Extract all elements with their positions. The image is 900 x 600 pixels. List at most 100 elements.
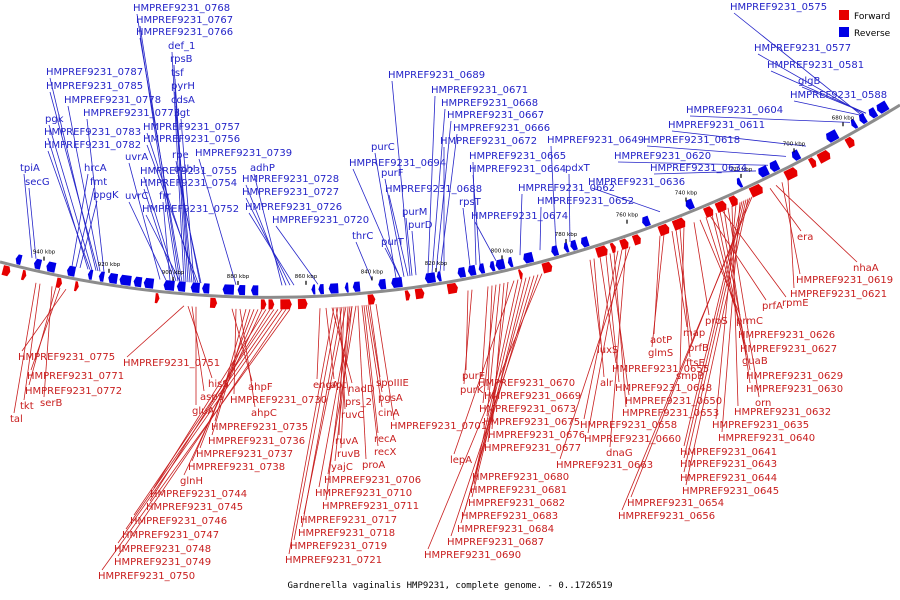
reverse-gene-label: HMPREF9231_0773 [83,108,180,119]
legend-reverse-label: Reverse [854,29,891,39]
scale-tick-label: 920 kbp [98,262,121,268]
forward-gene-arrow [154,293,160,304]
reverse-gene-label: HMPREF9231_0611 [668,120,765,131]
reverse-gene-label: HMPREF9231_0652 [537,196,634,207]
reverse-gene-arrow [551,245,560,257]
forward-gene-label: nadD [348,384,375,395]
forward-gene-label: HMPREF9231_0680 [472,472,569,483]
reverse-gene-label: rpsB [170,54,193,65]
reverse-gene-arrow [318,284,324,295]
reverse-gene-label: rpsT [459,197,482,208]
legend-reverse-swatch [839,27,849,37]
scale-tick-label: 840 kbp [361,269,384,275]
forward-gene-label: HMPREF9231_0627 [740,344,837,355]
forward-gene-label: ahpF [248,382,273,393]
forward-label-leader [316,308,321,380]
forward-label-leader [133,309,275,516]
reverse-label-leader [171,51,185,282]
reverse-label-leader [49,91,99,272]
forward-gene-label: HMPREF9231_0648 [615,383,712,394]
reverse-gene-arrow [251,285,259,296]
reverse-gene-arrow [15,254,23,265]
reverse-label-leader [145,214,181,282]
forward-gene-label: HMPREF9231_0643 [680,459,777,470]
forward-gene-label: HMPREF9231_0750 [98,571,195,582]
forward-gene-label: glmS [648,348,673,359]
forward-label-leader [30,287,61,371]
reverse-gene-label: purT [381,237,405,248]
reverse-gene-arrow [352,281,361,292]
reverse-gene-label: pdxT [565,163,591,174]
reverse-gene-arrow [758,165,770,178]
reverse-gene-arrow [507,256,514,268]
forward-gene-arrow [280,299,292,310]
reverse-label-leader [49,77,97,271]
forward-label-leader [723,209,751,384]
forward-label-leader [715,204,737,420]
reverse-gene-label: HMPREF9231_0671 [431,85,528,96]
reverse-gene-arrow [850,118,859,129]
forward-gene-label: HMPREF9231_0645 [682,486,779,497]
forward-gene-arrow [541,261,553,274]
forward-label-leader [599,256,617,364]
forward-label-leader [21,288,67,352]
scale-tick-label: 780 kbp [555,232,578,238]
legend-forward-label: Forward [854,12,890,22]
reverse-label-leader [128,162,161,280]
forward-gene-arrow [748,183,763,198]
forward-label-leader [191,306,205,392]
forward-gene-arrow [657,223,670,237]
reverse-gene-label: HMPREF9231_0778 [64,95,161,106]
reverse-gene-arrow [133,276,143,288]
reverse-label-leader [355,241,373,281]
forward-label-leader [787,179,795,289]
reverse-label-leader [646,145,787,157]
reverse-label-leader [384,178,405,277]
scale-tick-label: 880 kbp [227,274,250,280]
forward-gene-label: HMPREF9231_0735 [211,422,308,433]
forward-gene-arrow [816,150,831,164]
reverse-gene-label: purF [381,168,404,179]
reverse-gene-label: HMPREF9231_0666 [453,123,550,134]
reverse-gene-label: HMPREF9231_0634 [650,163,747,174]
forward-gene-label: HMPREF9231_0690 [424,550,521,561]
reverse-label-leader [671,130,807,147]
forward-gene-label: HMPREF9231_0687 [447,537,544,548]
forward-gene-label: orn [755,398,771,409]
reverse-gene-arrow [143,277,155,289]
reverse-gene-label: HMPREF9231_0575 [730,2,827,13]
reverse-label-leader [28,187,37,259]
forward-gene-label: prs_2 [345,397,372,408]
reverse-gene-label: HMPREF9231_0618 [643,135,740,146]
forward-label-leader [593,258,605,378]
forward-label-leader [715,212,747,356]
forward-label-leader [361,305,379,447]
forward-gene-label: HMPREF9231_0653 [622,408,719,419]
reverse-gene-label: cdsA [171,95,195,106]
forward-gene-label: yajC [331,462,353,473]
reverse-label-leader [617,161,769,166]
scale-tick-label: 740 kbp [675,191,698,197]
forward-gene-arrow [404,290,411,301]
forward-gene-label: HMPREF9231_0746 [130,516,227,527]
forward-gene-arrow [671,217,686,231]
reverse-gene-arrow [478,263,486,274]
reverse-gene-label: HMPREF9231_0667 [447,110,544,121]
forward-gene-arrow [260,299,267,310]
forward-gene-label: apt [330,380,346,391]
reverse-label-leader [48,124,93,271]
forward-gene-label: HMPREF9231_0748 [114,544,211,555]
forward-gene-label: prmC [736,316,763,327]
reverse-gene-arrow [570,239,578,251]
forward-gene-arrow [609,242,616,254]
reverse-label-leader [86,118,105,273]
reverse-label-leader [411,230,417,276]
reverse-label-leader [568,173,571,242]
reverse-label-leader [384,247,401,278]
reverse-label-leader [462,207,471,267]
forward-label-leader [609,247,627,448]
reverse-label-leader [162,201,171,281]
reverse-gene-label: pgk [45,114,64,125]
